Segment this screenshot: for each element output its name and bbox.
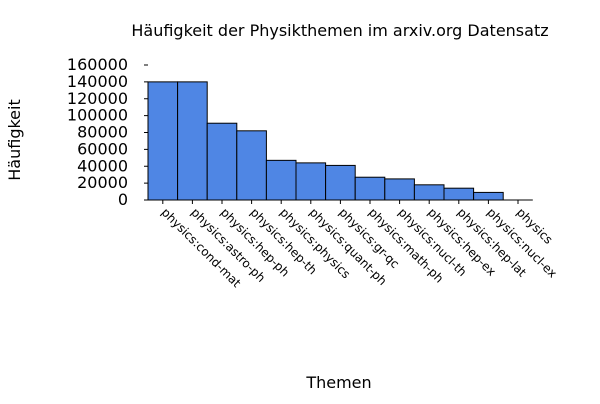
bar-3 (206, 122, 238, 201)
chart-title: Häufigkeit der Physikthemen im arxiv.org… (131, 21, 548, 40)
bar-7 (325, 164, 356, 201)
y-tick-label: 60000 (77, 139, 128, 158)
y-ticks-group: 0200004000060000800001000001200001400001… (67, 55, 148, 209)
y-tick-label: 40000 (77, 156, 128, 175)
y-tick-label: 100000 (67, 106, 128, 125)
y-tick-label: 80000 (77, 123, 128, 142)
bar-2 (177, 81, 208, 201)
y-tick-label: 160000 (67, 55, 128, 74)
y-axis-label: Häufigkeit (5, 99, 24, 180)
bar-6 (295, 162, 327, 201)
y-tick-label: 20000 (77, 173, 128, 192)
bar-5 (265, 159, 297, 201)
bar-11 (443, 187, 475, 201)
bar-9 (384, 178, 415, 201)
bar-12 (473, 191, 504, 201)
bar-10 (413, 184, 445, 201)
bars-group (147, 81, 533, 201)
x-axis-label: Themen (305, 373, 371, 392)
bar-1 (147, 81, 179, 201)
bar-8 (354, 176, 386, 201)
y-tick-label: 0 (118, 190, 128, 209)
y-tick-label: 120000 (67, 89, 128, 108)
x-ticks-group: physics:cond-matphysics:astro-phphysics:… (159, 200, 560, 290)
y-tick-label: 140000 (67, 72, 128, 91)
bar-4 (236, 130, 267, 201)
